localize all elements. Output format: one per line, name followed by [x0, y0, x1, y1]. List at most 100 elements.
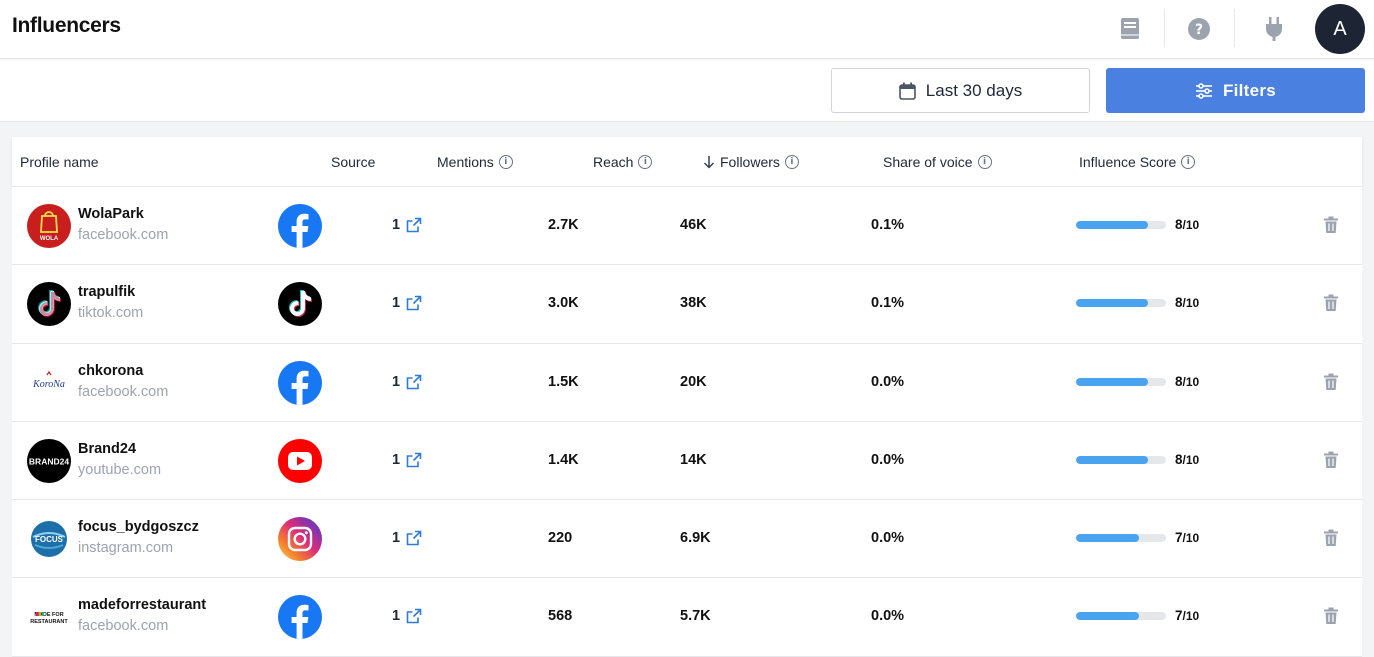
table-row[interactable]: MADE FOR RESTAURANT madeforrestaurant fac… — [12, 578, 1362, 657]
mentions-count: 1 — [392, 295, 422, 311]
delete-icon[interactable] — [1323, 451, 1339, 469]
influence-score-bar-fill — [1076, 221, 1148, 229]
col-reach[interactable]: Reach i — [593, 154, 653, 170]
profile-avatar-wolapark: WOLA — [27, 204, 71, 248]
info-icon[interactable]: i — [1181, 155, 1196, 169]
profile-name[interactable]: focus_bydgoszcz — [78, 519, 199, 536]
profile-domain: facebook.com — [78, 227, 169, 243]
table-row[interactable]: trapulfik tiktok.com 1 3.0K 38K 0.1% 8/1… — [12, 265, 1362, 344]
influencers-table: Profile name Source Mentions i Reach i Fol… — [12, 137, 1362, 657]
info-icon[interactable]: i — [784, 155, 799, 169]
followers-value: 14K — [680, 451, 707, 468]
date-range-button[interactable]: Last 30 days — [831, 68, 1090, 113]
reach-value: 1.4K — [548, 451, 579, 468]
profile-domain: facebook.com — [78, 383, 169, 400]
delete-icon[interactable] — [1323, 216, 1339, 234]
profile-name[interactable]: Brand24 — [78, 440, 137, 457]
followers-value: 46K — [680, 217, 707, 233]
influence-score-bar — [1076, 534, 1166, 543]
profile-name[interactable]: WolaPark — [78, 206, 144, 222]
tiktok-icon — [278, 282, 322, 327]
reach-value: 1.5K — [548, 373, 579, 390]
reach-value: 568 — [548, 608, 573, 625]
delete-icon[interactable] — [1323, 373, 1339, 391]
svg-text:MADE FOR: MADE FOR — [34, 612, 63, 618]
mentions-count: 1 — [392, 608, 422, 624]
external-link-icon[interactable] — [406, 452, 422, 468]
profile-name[interactable]: trapulfik — [78, 284, 136, 301]
col-profile-name[interactable]: Profile name — [20, 154, 99, 170]
mentions-count: 1 — [392, 452, 422, 468]
influence-score-bar — [1076, 455, 1166, 464]
profile-name[interactable]: chkorona — [78, 362, 144, 379]
influence-score-bar-fill — [1076, 455, 1148, 464]
mentions-count: 1 — [392, 217, 422, 233]
reach-value: 3.0K — [548, 295, 579, 312]
influence-score-value: 8/10 — [1175, 373, 1200, 389]
col-share-of-voice[interactable]: Share of voice i — [883, 154, 992, 170]
external-link-icon[interactable] — [406, 530, 422, 546]
share-of-voice-value: 0.0% — [871, 451, 905, 468]
help-icon[interactable]: ? — [1184, 14, 1214, 44]
mentions-count: 1 — [392, 530, 422, 546]
user-avatar[interactable]: A — [1315, 4, 1365, 54]
table-row[interactable]: KoroNa chkorona facebook.com 1 1.5K 20K … — [12, 343, 1362, 422]
influence-score-bar-fill — [1076, 299, 1148, 308]
influence-score-bar — [1076, 221, 1166, 229]
svg-text:FOCUS: FOCUS — [35, 535, 64, 544]
top-bar: Influencers ? A — [0, 0, 1374, 59]
book-icon[interactable] — [1115, 14, 1145, 44]
profile-name[interactable]: madeforrestaurant — [78, 597, 207, 614]
page-title: Influencers — [12, 14, 121, 37]
instagram-icon — [278, 517, 322, 562]
info-icon[interactable]: i — [977, 155, 992, 169]
svg-text:?: ? — [1195, 22, 1203, 38]
delete-icon[interactable] — [1323, 529, 1339, 547]
followers-value: 20K — [680, 373, 707, 390]
followers-value: 5.7K — [680, 608, 711, 625]
info-icon[interactable]: i — [498, 155, 513, 169]
delete-icon[interactable] — [1323, 607, 1339, 625]
sort-desc-icon — [703, 156, 715, 169]
profile-avatar-tiktok — [27, 282, 71, 327]
delete-icon[interactable] — [1323, 294, 1339, 312]
col-source[interactable]: Source — [331, 154, 376, 170]
reach-value: 220 — [548, 530, 573, 547]
external-link-icon[interactable] — [406, 374, 422, 390]
profile-avatar-korona: KoroNa — [27, 360, 71, 405]
svg-text:RESTAURANT: RESTAURANT — [30, 619, 68, 625]
plug-icon[interactable] — [1259, 14, 1289, 44]
profile-avatar-brand24: BRAND24 — [27, 438, 71, 483]
toolbar: Last 30 days Filters — [0, 60, 1374, 122]
table-header: Profile name Source Mentions i Reach i Fol… — [12, 137, 1362, 187]
influence-score-value: 7/10 — [1175, 530, 1200, 546]
influence-score-value: 8/10 — [1175, 295, 1200, 311]
share-of-voice-value: 0.1% — [871, 295, 905, 312]
table-row[interactable]: FOCUS focus_bydgoszcz instagram.com 1 22… — [12, 500, 1362, 579]
divider — [1164, 9, 1165, 47]
col-mentions[interactable]: Mentions i — [437, 154, 513, 170]
influence-score-bar — [1076, 612, 1166, 621]
external-link-icon[interactable] — [406, 295, 422, 311]
profile-domain: facebook.com — [78, 618, 169, 635]
divider — [1234, 9, 1235, 47]
influence-score-value: 8/10 — [1175, 217, 1200, 232]
info-icon[interactable]: i — [638, 155, 653, 169]
influence-score-bar — [1076, 299, 1166, 308]
table-row[interactable]: BRAND24 Brand24 youtube.com 1 1.4K 14K 0… — [12, 421, 1362, 501]
influence-score-bar — [1076, 377, 1166, 386]
svg-text:KoroNa: KoroNa — [32, 379, 65, 390]
influence-score-value: 7/10 — [1175, 608, 1200, 624]
external-link-icon[interactable] — [406, 217, 422, 233]
reach-value: 2.7K — [548, 217, 579, 233]
svg-text:BRAND24: BRAND24 — [29, 456, 69, 466]
col-followers[interactable]: Followers i — [703, 154, 799, 170]
share-of-voice-value: 0.0% — [871, 530, 905, 547]
external-link-icon[interactable] — [406, 608, 422, 624]
share-of-voice-value: 0.0% — [871, 608, 905, 625]
col-influence-score[interactable]: Influence Score i — [1079, 154, 1196, 170]
share-of-voice-value: 0.1% — [871, 217, 905, 233]
filters-button[interactable]: Filters — [1106, 68, 1365, 113]
table-row[interactable]: WOLA WolaPark facebook.com 1 2.7K 46K 0.… — [12, 187, 1362, 266]
svg-text:WOLA: WOLA — [40, 236, 59, 242]
